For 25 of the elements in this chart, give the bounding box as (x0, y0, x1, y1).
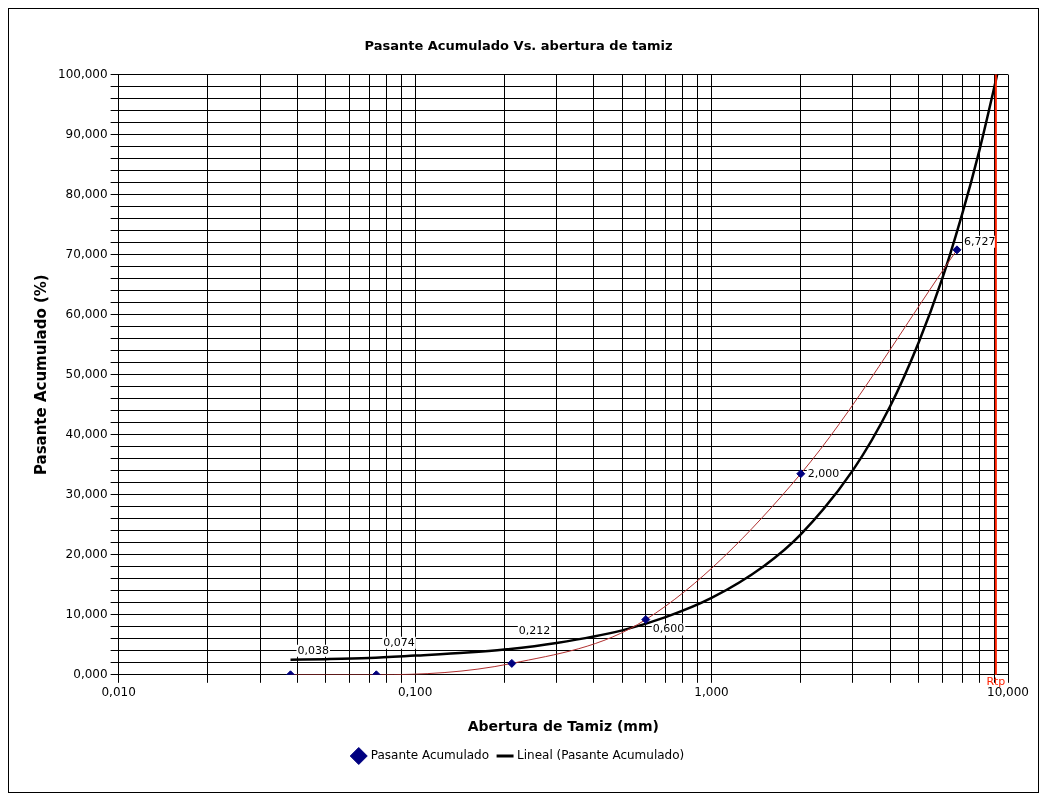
legend-label: Pasante Acumulado (370, 748, 490, 763)
y-tick-label: 60,000 (65, 306, 108, 321)
annotation: 0,600 (652, 622, 685, 636)
y-tick-label: 80,000 (65, 186, 108, 201)
annotation: 2,000 (807, 466, 840, 480)
legend-label: Lineal (Pasante Acumulado) (517, 748, 685, 763)
annotation: 0,038 (297, 643, 330, 657)
y-tick-label: 50,000 (65, 366, 108, 381)
y-tick-label: 90,000 (65, 126, 108, 141)
y-tick-label: 70,000 (65, 246, 108, 261)
y-tick-label: 100,000 (58, 66, 108, 81)
chart-title: Pasante Acumulado Vs. abertura de tamiz (364, 38, 673, 54)
annotation: 0,212 (518, 624, 551, 638)
x-axis-title: Abertura de Tamiz (mm) (467, 718, 659, 735)
y-tick-label: 30,000 (65, 486, 108, 501)
x-tick-label: 0,010 (101, 685, 136, 700)
annotation: 6,727 (963, 234, 996, 248)
y-tick-label: 10,000 (65, 606, 108, 621)
y-tick-label: 0,000 (73, 666, 108, 681)
y-tick-label: 20,000 (65, 546, 108, 561)
y-axis-title: Pasante Acumulado (%) (31, 274, 50, 476)
y-tick-label: 40,000 (65, 426, 108, 441)
annotation: 0,074 (383, 635, 415, 649)
x-tick-label: 0,100 (397, 685, 433, 700)
x-tick-label: 1,000 (694, 685, 729, 700)
